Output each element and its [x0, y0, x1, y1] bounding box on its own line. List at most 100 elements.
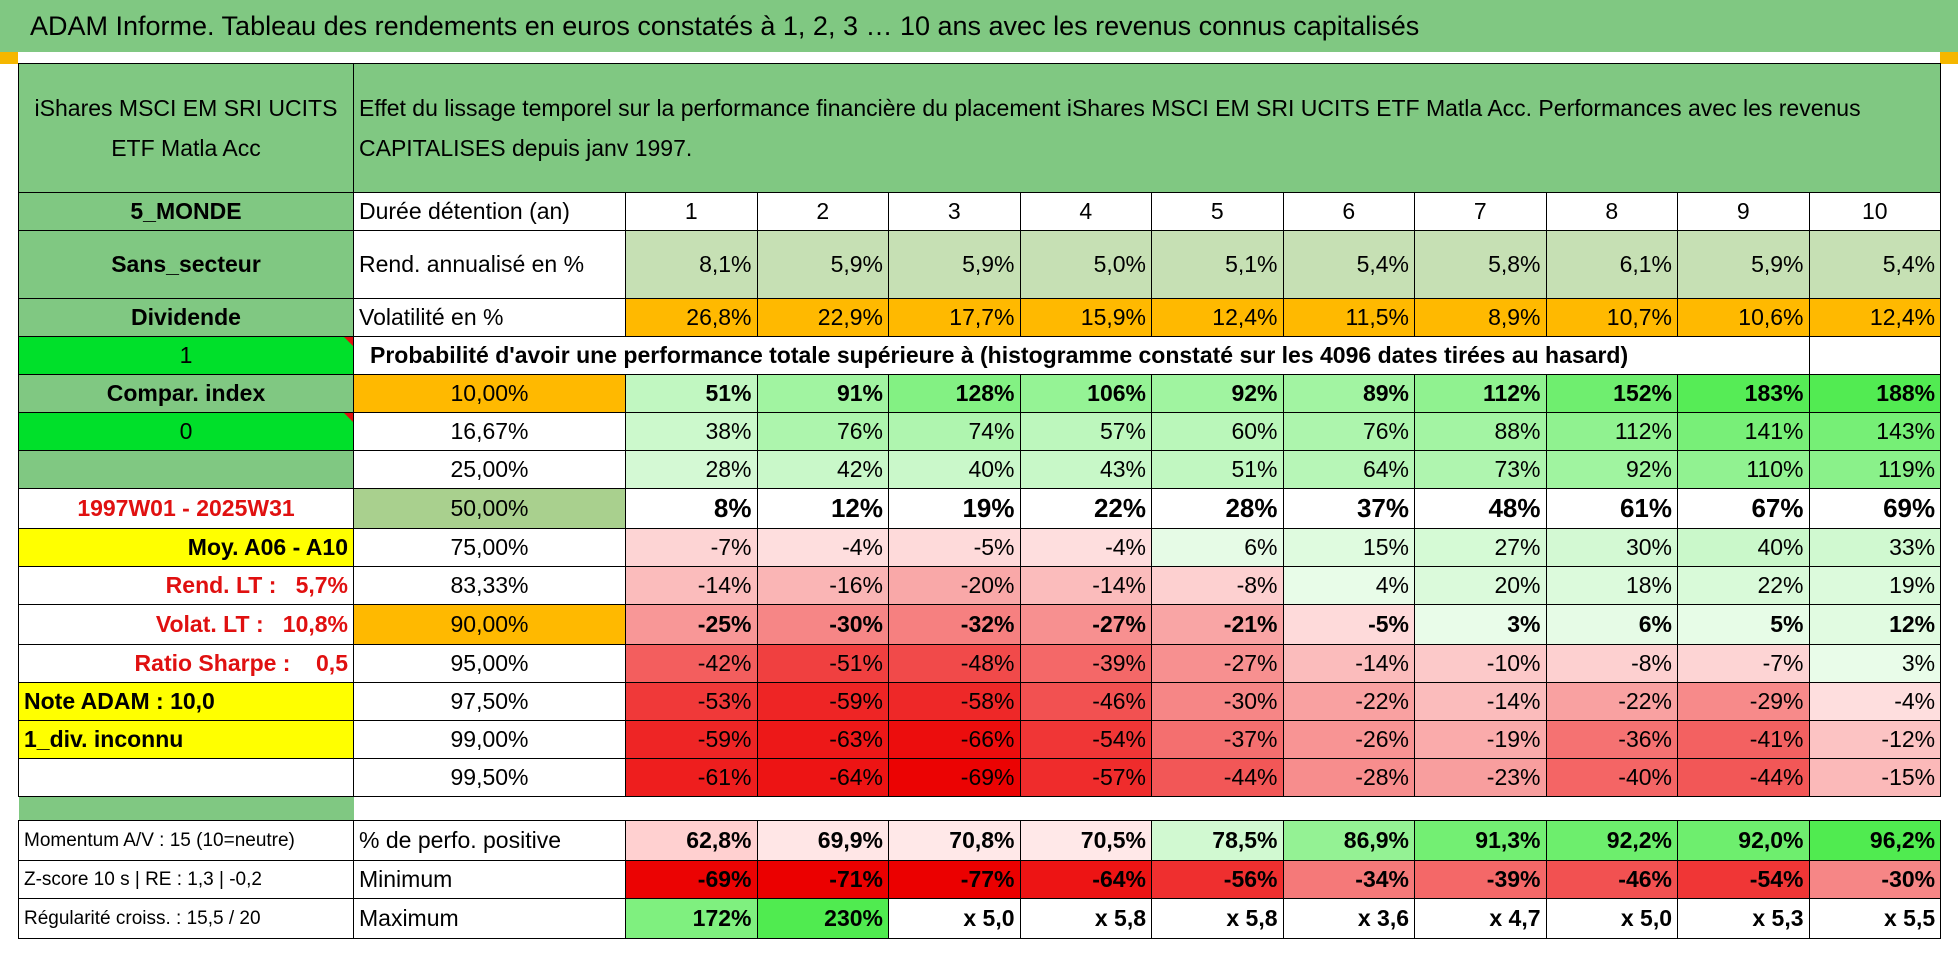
quantile-value-cell: -14% [1019, 566, 1152, 605]
return-label: Rend. annualisé en % [353, 230, 626, 299]
zscore-label: Z-score 10 s | RE : 1,3 | -0,2 [18, 860, 354, 899]
flag-one-cell: 1 [18, 336, 354, 375]
fund-name-cell: iShares MSCI EM SRI UCITS ETF Matla Acc [18, 63, 354, 193]
quantile-value-cell: -42% [625, 644, 758, 683]
quantile-value-cell: 15% [1282, 528, 1415, 567]
stat-value-cell: -34% [1282, 860, 1415, 899]
quantile-value-cell: -5% [888, 528, 1021, 567]
stat-value-cell: 92,2% [1545, 820, 1678, 861]
stat-value-cell: -77% [888, 860, 1021, 899]
stat-value-cell: 70,8% [888, 820, 1021, 861]
quantile-value-cell: -61% [625, 758, 758, 797]
quantile-row: Compar. index 10,00% 51% 91% 128% 106% 92% 89… [18, 374, 1942, 413]
header-description: Effet du lissage temporel sur la perform… [352, 63, 1942, 193]
quantile-value-cell: -30% [756, 604, 889, 645]
quantile-value-cell: -19% [1414, 720, 1547, 759]
stat-value-cell: -64% [1019, 860, 1152, 899]
year-cell: 3 [888, 192, 1021, 231]
return-cell: 5,8% [1414, 230, 1547, 299]
quantile-value-cell: 69% [1808, 488, 1942, 529]
quantile-value-cell: 38% [625, 412, 758, 451]
quantile-value-cell: 40% [888, 450, 1021, 489]
quantile-value-cell: -14% [1414, 682, 1547, 721]
empty-cell [1677, 336, 1810, 375]
volatility-cell: 12,4% [1151, 298, 1284, 337]
quantile-value-cell: 76% [756, 412, 889, 451]
quantile-value-cell: -37% [1151, 720, 1284, 759]
volatility-cell: 10,6% [1677, 298, 1810, 337]
quantile-value-cell: -41% [1677, 720, 1810, 759]
stat-value-cell: -54% [1677, 860, 1810, 899]
return-cell: 5,9% [1677, 230, 1810, 299]
quantile-label: 83,33% [353, 566, 626, 605]
rend-lt-label: Rend. LT : 5,7% [18, 566, 354, 605]
quantile-value-cell: 106% [1019, 374, 1152, 413]
quantile-value-cell: 37% [1282, 488, 1415, 529]
quantile-value-cell: 128% [888, 374, 1021, 413]
quantile-value-cell: 110% [1677, 450, 1810, 489]
sharpe-label: Ratio Sharpe : 0,5 [18, 644, 354, 683]
quantile-value-cell: -63% [756, 720, 889, 759]
volatility-cell: 17,7% [888, 298, 1021, 337]
stat-value-cell: 172% [625, 898, 758, 939]
quantile-value-cell: 60% [1151, 412, 1284, 451]
year-cell: 4 [1019, 192, 1152, 231]
quantile-row: 25,00% 28% 42% 40% 43% 51% 64% 73% 92% 110% 119% [18, 450, 1942, 489]
quantile-value-cell: 64% [1282, 450, 1415, 489]
quantile-value-cell: -21% [1151, 604, 1284, 645]
empty-cell [18, 758, 354, 797]
empty-cell [1808, 336, 1942, 375]
return-row: Sans_secteur Rend. annualisé en % 8,1% 5… [18, 230, 1942, 299]
quantile-value-cell: 30% [1545, 528, 1678, 567]
quantile-value-cell: -28% [1282, 758, 1415, 797]
volatility-cell: 12,4% [1808, 298, 1942, 337]
quantile-value-cell: 27% [1414, 528, 1547, 567]
quantile-value-cell: 61% [1545, 488, 1678, 529]
quantile-value-cell: 91% [756, 374, 889, 413]
quantile-value-cell: 3% [1414, 604, 1547, 645]
quantile-value-cell: 73% [1414, 450, 1547, 489]
regularite-label: Régularité croiss. : 15,5 / 20 [18, 898, 354, 939]
return-cell: 6,1% [1545, 230, 1678, 299]
performance-table: iShares MSCI EM SRI UCITS ETF Matla Acc … [18, 63, 1942, 939]
maximum-label: Maximum [353, 898, 626, 939]
left-edge-marker [0, 52, 18, 64]
quantile-value-cell: -4% [1019, 528, 1152, 567]
quantile-label: 75,00% [353, 528, 626, 567]
year-cell: 5 [1151, 192, 1284, 231]
quantile-value-cell: -27% [1019, 604, 1152, 645]
stat-value-cell: 78,5% [1151, 820, 1284, 861]
stat-value-cell: -56% [1151, 860, 1284, 899]
quantile-value-cell: 51% [1151, 450, 1284, 489]
stat-value-cell: 96,2% [1808, 820, 1942, 861]
quantile-value-cell: 19% [1808, 566, 1942, 605]
quantile-value-cell: -22% [1282, 682, 1415, 721]
quantile-value-cell: 112% [1414, 374, 1547, 413]
maximum-row: Régularité croiss. : 15,5 / 20 Maximum 1… [18, 898, 1942, 939]
quantile-value-cell: 112% [1545, 412, 1678, 451]
quantile-label: 10,00% [353, 374, 626, 413]
quantile-value-cell: 143% [1808, 412, 1942, 451]
quantile-value-cell: 119% [1808, 450, 1942, 489]
moy-label: Moy. A06 - A10 [18, 528, 354, 567]
div-label: 1_div. inconnu [18, 720, 354, 759]
quantile-value-cell: 92% [1545, 450, 1678, 489]
quantile-row-median: 1997W01 - 2025W31 50,00% 8% 12% 19% 22% 28% 3… [18, 488, 1942, 529]
volatility-row: Dividende Volatilité en % 26,8% 22,9% 17… [18, 298, 1942, 337]
quantile-value-cell: -39% [1019, 644, 1152, 683]
quantile-value-cell: -54% [1019, 720, 1152, 759]
quantile-value-cell: 28% [1151, 488, 1284, 529]
quantile-row: 1_div. inconnu 99,00% -59% -63% -66% -54% -3… [18, 720, 1942, 759]
flag-zero-cell: 0 [18, 412, 354, 451]
dividend-label: Dividende [18, 298, 354, 337]
quantile-value-cell: 28% [625, 450, 758, 489]
quantile-value-cell: 12% [756, 488, 889, 529]
quantile-row: 0 16,67% 38% 76% 74% 57% 60% 76% 88% 112% 141% 14… [18, 412, 1942, 451]
page-title: ADAM Informe. Tableau des rendements en … [0, 0, 1958, 52]
probability-label: Probabilité d'avoir une performance tota… [353, 336, 1678, 375]
stat-value-cell: 86,9% [1282, 820, 1415, 861]
quantile-value-cell: 6% [1151, 528, 1284, 567]
quantile-value-cell: -46% [1019, 682, 1152, 721]
stat-value-cell: 91,3% [1414, 820, 1547, 861]
stat-value-cell: x 3,6 [1282, 898, 1415, 939]
